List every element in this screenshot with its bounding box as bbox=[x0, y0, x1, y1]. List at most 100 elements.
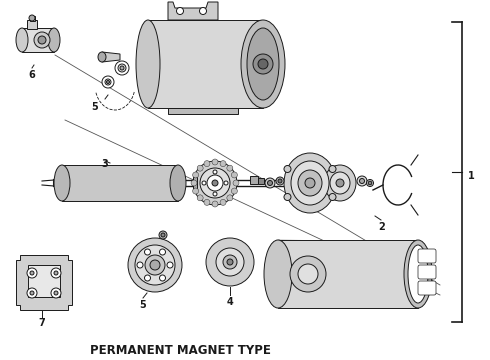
Circle shape bbox=[204, 199, 210, 206]
Circle shape bbox=[161, 233, 165, 237]
Circle shape bbox=[368, 181, 372, 185]
Bar bbox=[193, 177, 197, 189]
Polygon shape bbox=[16, 255, 72, 310]
Circle shape bbox=[102, 76, 114, 88]
Ellipse shape bbox=[408, 245, 428, 303]
Ellipse shape bbox=[170, 165, 186, 201]
Circle shape bbox=[202, 181, 206, 185]
Circle shape bbox=[329, 166, 336, 172]
Circle shape bbox=[160, 275, 166, 281]
Circle shape bbox=[227, 195, 233, 201]
Ellipse shape bbox=[291, 161, 329, 205]
Text: 5: 5 bbox=[92, 102, 98, 112]
Circle shape bbox=[27, 288, 37, 298]
Circle shape bbox=[115, 61, 129, 75]
Circle shape bbox=[253, 54, 273, 74]
Circle shape bbox=[213, 192, 217, 196]
Circle shape bbox=[193, 172, 198, 178]
Polygon shape bbox=[168, 2, 218, 20]
Circle shape bbox=[216, 248, 244, 276]
Circle shape bbox=[220, 199, 226, 206]
Circle shape bbox=[204, 161, 210, 167]
Circle shape bbox=[276, 177, 284, 185]
Circle shape bbox=[265, 178, 275, 188]
Ellipse shape bbox=[264, 240, 292, 308]
Ellipse shape bbox=[298, 170, 322, 196]
Circle shape bbox=[284, 166, 291, 172]
Ellipse shape bbox=[324, 165, 356, 201]
Circle shape bbox=[357, 176, 367, 186]
Circle shape bbox=[29, 15, 35, 21]
Ellipse shape bbox=[136, 20, 160, 108]
Bar bbox=[168, 108, 238, 114]
Circle shape bbox=[193, 188, 198, 194]
Ellipse shape bbox=[48, 28, 60, 52]
Text: 3: 3 bbox=[101, 159, 108, 169]
Bar bbox=[27, 20, 37, 29]
Circle shape bbox=[212, 201, 218, 207]
Text: 6: 6 bbox=[28, 70, 35, 80]
Text: 7: 7 bbox=[39, 318, 46, 328]
Circle shape bbox=[206, 238, 254, 286]
FancyBboxPatch shape bbox=[418, 265, 436, 279]
Ellipse shape bbox=[330, 172, 350, 194]
Ellipse shape bbox=[247, 28, 279, 100]
Circle shape bbox=[223, 255, 237, 269]
Circle shape bbox=[224, 181, 228, 185]
Circle shape bbox=[118, 64, 126, 72]
Bar bbox=[62, 165, 178, 201]
Circle shape bbox=[213, 170, 217, 174]
Text: 4: 4 bbox=[227, 297, 233, 307]
Ellipse shape bbox=[404, 240, 432, 308]
Ellipse shape bbox=[16, 28, 28, 52]
Circle shape bbox=[284, 194, 291, 201]
Circle shape bbox=[167, 262, 173, 268]
Bar bbox=[278, 240, 418, 308]
Circle shape bbox=[128, 238, 182, 292]
Text: 2: 2 bbox=[379, 222, 385, 232]
Circle shape bbox=[212, 180, 218, 186]
Circle shape bbox=[367, 180, 373, 186]
Circle shape bbox=[191, 180, 197, 186]
Circle shape bbox=[197, 195, 203, 201]
Circle shape bbox=[360, 179, 365, 184]
Circle shape bbox=[207, 175, 223, 191]
Circle shape bbox=[290, 256, 326, 292]
Circle shape bbox=[199, 8, 206, 14]
Circle shape bbox=[227, 165, 233, 171]
Circle shape bbox=[227, 259, 233, 265]
Text: PERMANENT MAGNET TYPE: PERMANENT MAGNET TYPE bbox=[90, 343, 270, 356]
Ellipse shape bbox=[98, 52, 106, 62]
Circle shape bbox=[27, 268, 37, 278]
Circle shape bbox=[231, 172, 237, 178]
Circle shape bbox=[137, 262, 143, 268]
Ellipse shape bbox=[241, 20, 285, 108]
Circle shape bbox=[135, 245, 175, 285]
Circle shape bbox=[220, 161, 226, 167]
Circle shape bbox=[305, 178, 315, 188]
Circle shape bbox=[145, 275, 150, 281]
Bar bbox=[258, 178, 264, 184]
Circle shape bbox=[106, 81, 109, 84]
Circle shape bbox=[278, 179, 282, 183]
Circle shape bbox=[160, 249, 166, 255]
Ellipse shape bbox=[284, 153, 336, 213]
Circle shape bbox=[268, 180, 272, 185]
Circle shape bbox=[51, 288, 61, 298]
Text: 5: 5 bbox=[140, 300, 147, 310]
Circle shape bbox=[54, 271, 58, 275]
Ellipse shape bbox=[54, 165, 70, 201]
Circle shape bbox=[176, 8, 183, 14]
Bar bbox=[30, 16, 35, 21]
Circle shape bbox=[200, 168, 230, 198]
Circle shape bbox=[231, 188, 237, 194]
Circle shape bbox=[212, 159, 218, 165]
Bar bbox=[250, 176, 258, 184]
Circle shape bbox=[120, 66, 124, 70]
Text: 1: 1 bbox=[468, 171, 475, 181]
Circle shape bbox=[336, 179, 344, 187]
Circle shape bbox=[145, 255, 165, 275]
Bar bbox=[22, 28, 54, 52]
Circle shape bbox=[34, 32, 50, 48]
Circle shape bbox=[54, 291, 58, 295]
